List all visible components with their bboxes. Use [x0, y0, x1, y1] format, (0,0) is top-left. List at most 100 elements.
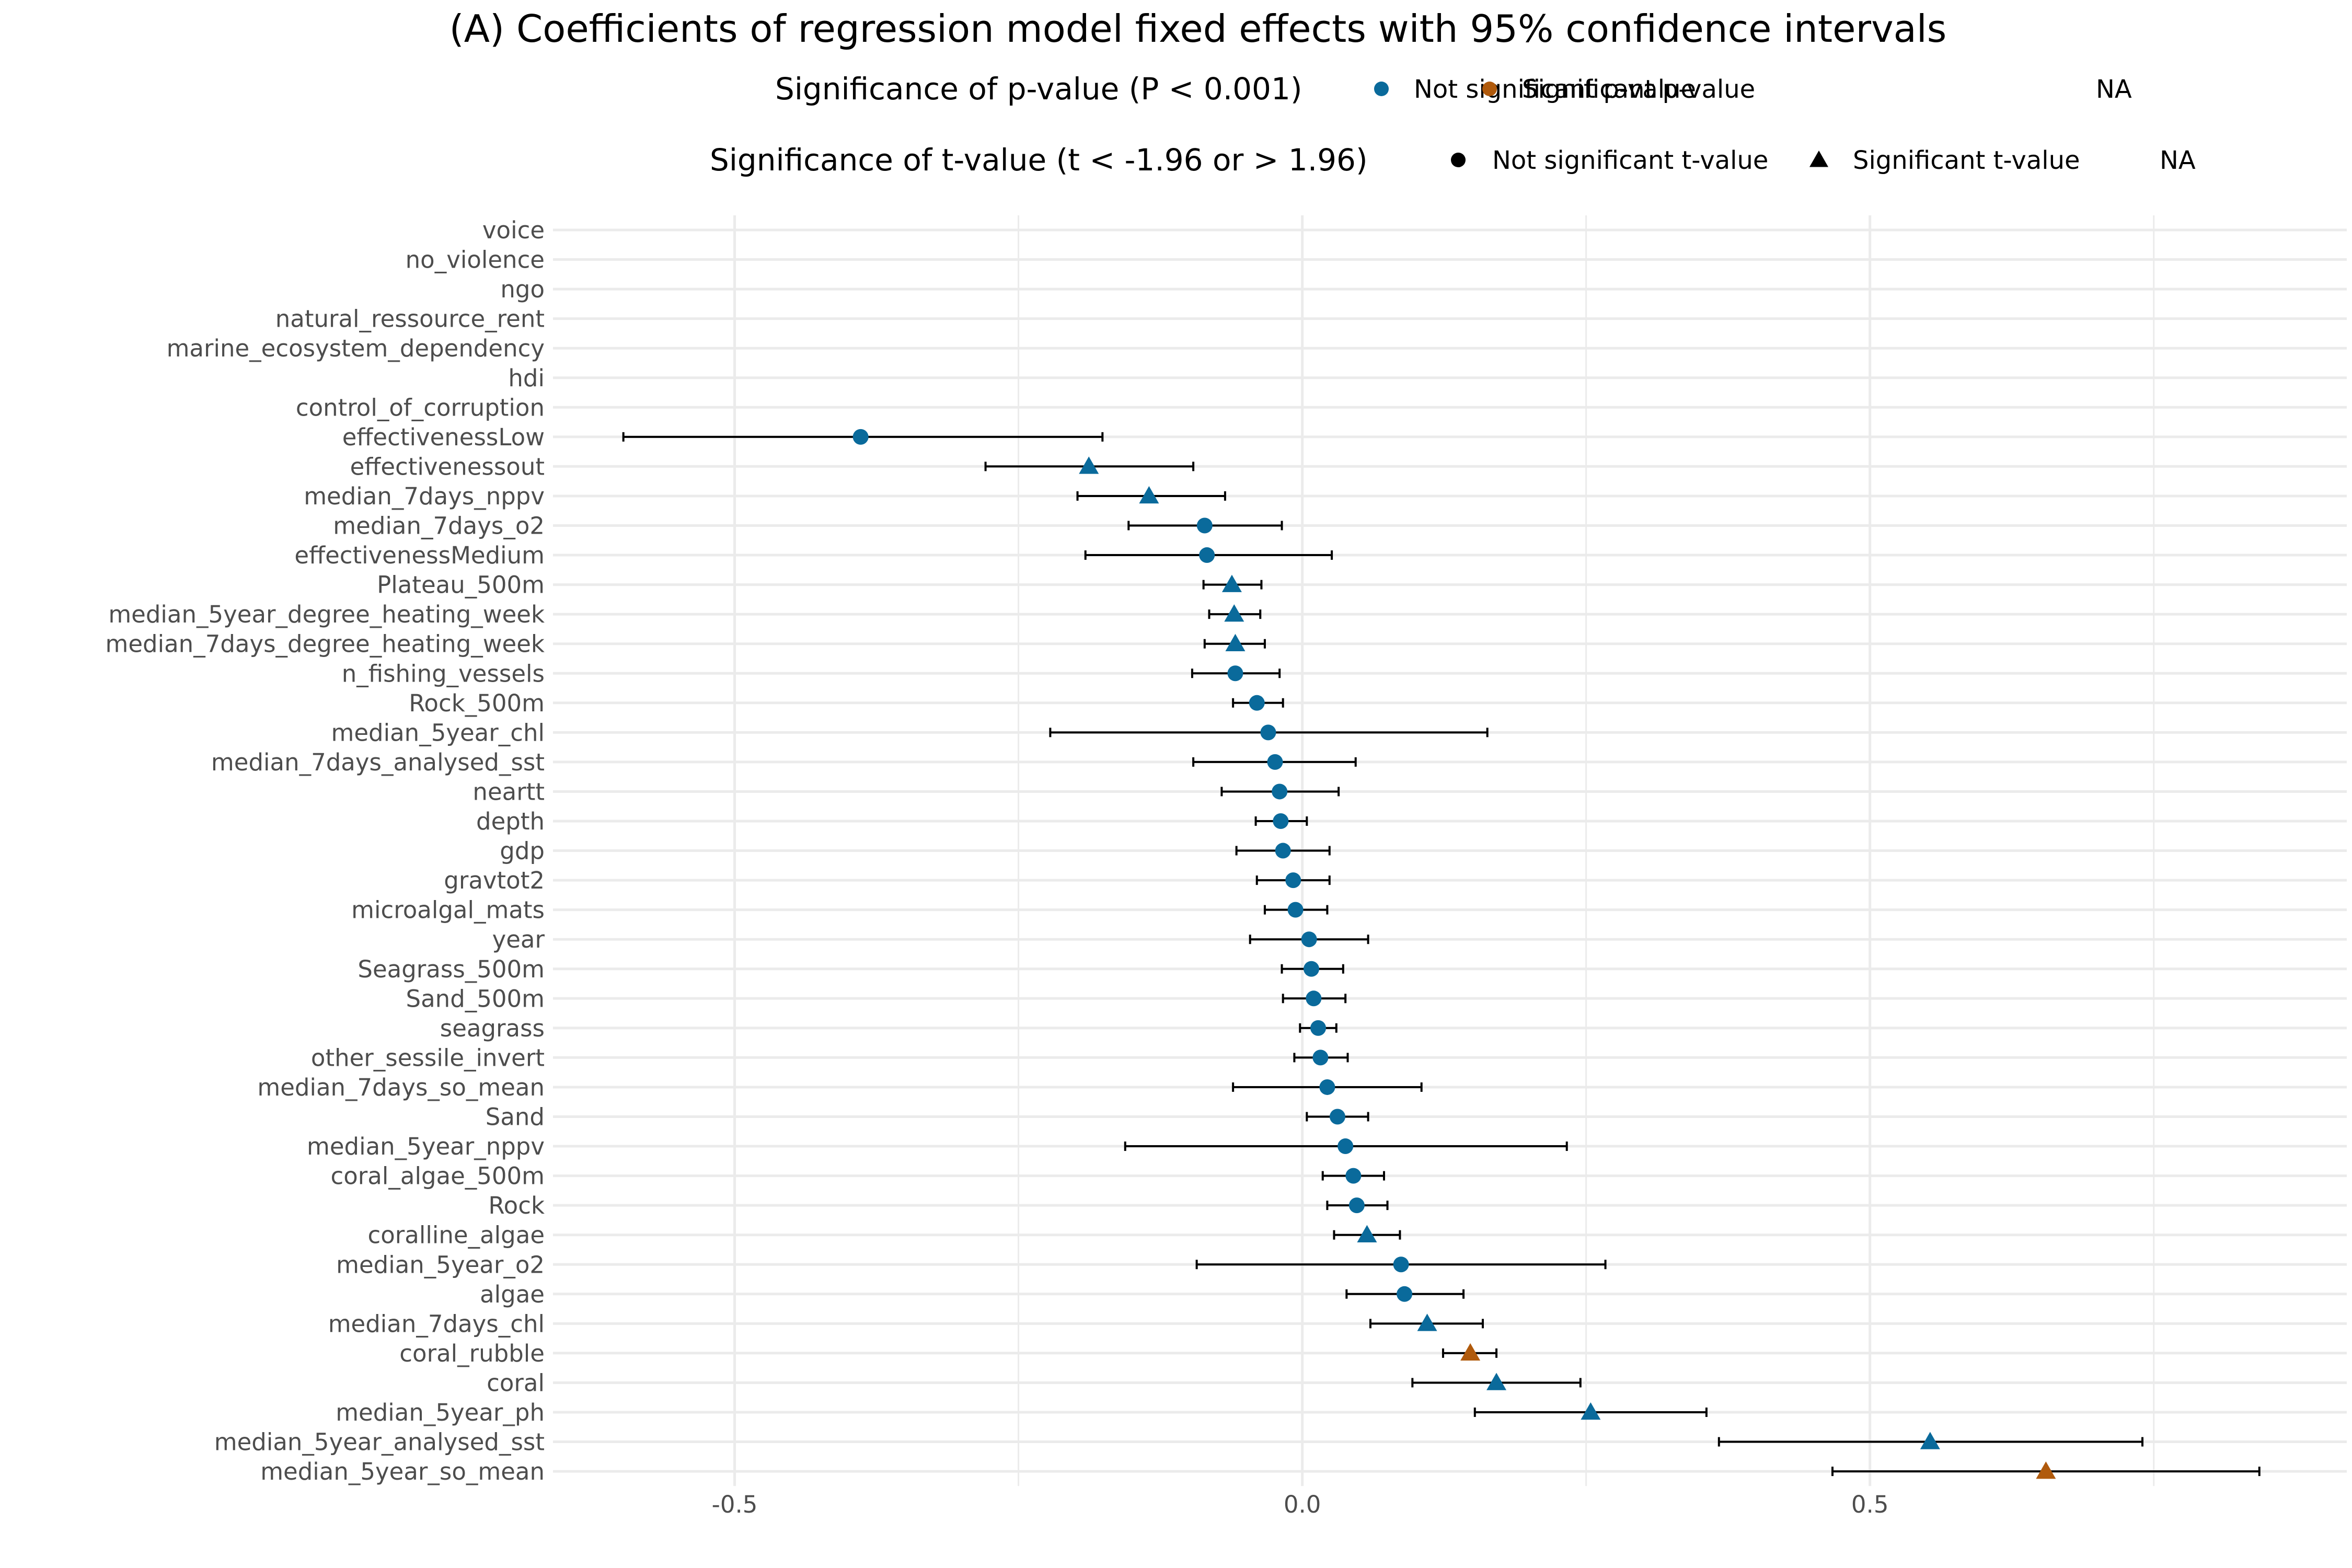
coefficient-mark: [1473, 1402, 1708, 1420]
y-tick-label: median_5year_degree_heating_week: [108, 601, 545, 628]
y-tick-label: no_violence: [406, 246, 545, 274]
y-tick-label: hdi: [508, 364, 545, 392]
coefficient-mark: [984, 456, 1195, 474]
y-tick-label: year: [492, 926, 545, 953]
estimate-point: [1338, 1138, 1354, 1155]
grid: [553, 215, 2347, 1486]
estimate-triangle: [2036, 1461, 2056, 1479]
y-tick-label: gdp: [500, 837, 545, 865]
coefficient-mark: [1076, 486, 1226, 504]
legend-label: NA: [2096, 75, 2132, 104]
legend-key-circle: [1482, 82, 1497, 96]
y-tick-label: median_5year_o2: [336, 1251, 545, 1278]
estimate-triangle: [1460, 1343, 1481, 1361]
y-tick-label: coral_rubble: [399, 1340, 545, 1367]
estimate-point: [1285, 872, 1301, 889]
estimate-point: [1275, 843, 1291, 859]
y-tick-label: coral_algae_500m: [331, 1162, 545, 1190]
y-tick-label: median_5year_ph: [336, 1399, 545, 1426]
y-tick-label: median_5year_so_mean: [260, 1458, 545, 1485]
coefficient-mark: [1255, 872, 1331, 889]
coefficient-mark: [622, 429, 1104, 445]
estimate-triangle: [1920, 1432, 1940, 1449]
y-tick-label: median_7days_nppv: [304, 482, 545, 510]
coefficient-mark: [1049, 724, 1489, 741]
y-tick-label: median_5year_analysed_sst: [214, 1428, 545, 1456]
x-tick-label: 0.5: [1851, 1491, 1889, 1518]
x-axis-tick-labels: -0.5 0.0 0.5: [712, 1491, 1889, 1518]
coefficient-mark: [1208, 604, 1262, 622]
legend: Significance of p-value (P < 0.001) Not s…: [710, 71, 2196, 178]
y-tick-label: control_of_corruption: [296, 394, 545, 421]
estimate-point: [1249, 695, 1265, 711]
coefficient-mark: [1232, 695, 1284, 711]
y-tick-label: median_5year_nppv: [307, 1133, 545, 1160]
coefficient-mark: [1263, 902, 1329, 918]
y-tick-label: median_7days_so_mean: [257, 1074, 545, 1101]
estimate-point: [1273, 813, 1289, 829]
estimate-point: [1301, 931, 1317, 948]
data-marks: [622, 429, 2261, 1479]
estimate-point: [1393, 1256, 1409, 1273]
estimate-point: [1310, 1020, 1327, 1036]
y-tick-label: Plateau_500m: [377, 571, 545, 599]
estimate-triangle: [1079, 456, 1099, 474]
estimate-point: [1348, 1197, 1365, 1214]
y-tick-label: neartt: [472, 778, 545, 805]
y-tick-label: Rock_500m: [409, 689, 545, 717]
y-tick-label: median_7days_chl: [328, 1310, 545, 1338]
coefficient-mark: [1202, 574, 1263, 592]
legend-label: Significant p-value: [1522, 75, 1755, 104]
coefficient-mark: [1369, 1313, 1484, 1331]
estimate-point: [1260, 724, 1276, 741]
estimate-point: [1287, 902, 1304, 918]
coefficient-mark: [1345, 1286, 1465, 1302]
y-tick-label: median_7days_o2: [333, 512, 545, 540]
estimate-triangle: [1139, 486, 1159, 504]
coefficient-mark: [1127, 517, 1283, 534]
estimate-triangle: [1357, 1225, 1377, 1242]
coefficient-mark: [1249, 931, 1369, 948]
estimate-point: [1303, 961, 1319, 977]
coefficient-mark: [1282, 990, 1347, 1007]
coefficient-mark: [1203, 633, 1266, 651]
legend-label: Not significant t-value: [1492, 146, 1768, 175]
estimate-point: [1319, 1079, 1335, 1095]
estimate-point: [1329, 1109, 1345, 1125]
estimate-point: [852, 429, 869, 445]
y-tick-label: other_sessile_invert: [311, 1044, 545, 1071]
coefficient-mark: [1442, 1343, 1498, 1361]
coefficient-mark: [1232, 1079, 1423, 1095]
coefficient-mark: [1831, 1461, 2261, 1479]
estimate-point: [1345, 1168, 1362, 1184]
x-tick-label: 0.0: [1284, 1491, 1321, 1518]
coefficient-mark: [1220, 783, 1340, 800]
y-tick-label: n_fishing_vessels: [342, 660, 545, 687]
y-tick-label: median_7days_analysed_sst: [211, 748, 545, 776]
legend-title: Significance of p-value (P < 0.001): [775, 71, 1302, 107]
estimate-point: [1312, 1050, 1329, 1066]
y-tick-label: median_7days_degree_heating_week: [106, 630, 545, 658]
legend-label: NA: [2160, 146, 2196, 175]
coefficient-mark: [1235, 843, 1331, 859]
y-tick-label: Sand: [486, 1103, 545, 1131]
coefficient-mark: [1191, 665, 1281, 682]
y-tick-label: natural_ressource_rent: [275, 305, 545, 333]
x-tick-label: -0.5: [712, 1491, 758, 1518]
coefficient-mark: [1192, 754, 1357, 770]
estimate-triangle: [1486, 1373, 1507, 1390]
coefficient-mark: [1333, 1225, 1401, 1242]
y-tick-label: Sand_500m: [406, 985, 545, 1012]
y-tick-label: marine_ecosystem_dependency: [167, 335, 545, 362]
coefficient-mark: [1293, 1050, 1349, 1066]
y-tick-label: ngo: [500, 275, 545, 303]
estimate-triangle: [1417, 1313, 1437, 1331]
coefficient-mark: [1084, 547, 1333, 563]
y-tick-label: coralline_algae: [368, 1221, 545, 1249]
coefficient-mark: [1281, 961, 1344, 977]
legend-group: Significance of t-value (t < -1.96 or > …: [710, 142, 2196, 178]
estimate-triangle: [1225, 633, 1246, 651]
y-tick-label: voice: [482, 216, 545, 244]
coefficient-mark: [1306, 1109, 1369, 1125]
